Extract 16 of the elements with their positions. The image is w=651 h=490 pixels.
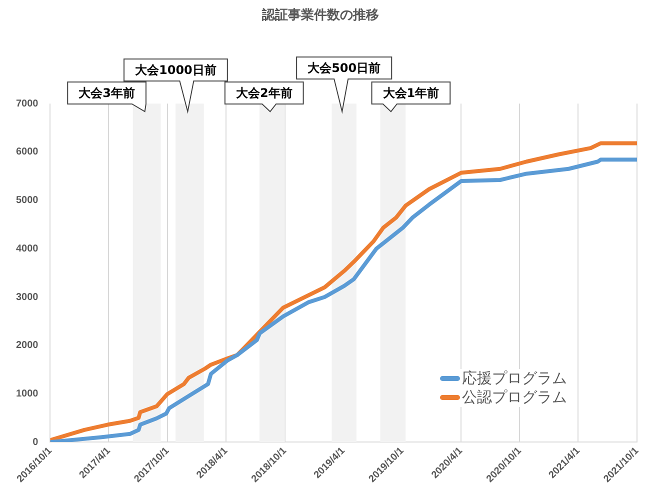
band-label: 大会2年前 [236,86,292,100]
y-tick-label: 3000 [16,292,39,303]
y-tick-label: 7000 [16,98,39,110]
chart-title: 認証事業件数の推移 [261,7,379,24]
band-label: 大会1年前 [382,86,440,100]
y-tick-label: 5000 [16,195,39,206]
y-tick-label: 1000 [16,388,39,400]
legend-label: 応援プログラム [462,369,567,388]
y-tick-label: 0 [32,436,39,448]
y-tick-label: 2000 [16,340,39,352]
legend-label: 公認プログラム [462,388,567,408]
y-tick-label: 4000 [16,243,39,254]
y-tick-label: 6000 [16,146,39,158]
band-label: 大会3年前 [78,86,135,100]
band-label: 大会500日前 [308,61,381,76]
band-label: 大会1000日前 [135,63,216,78]
